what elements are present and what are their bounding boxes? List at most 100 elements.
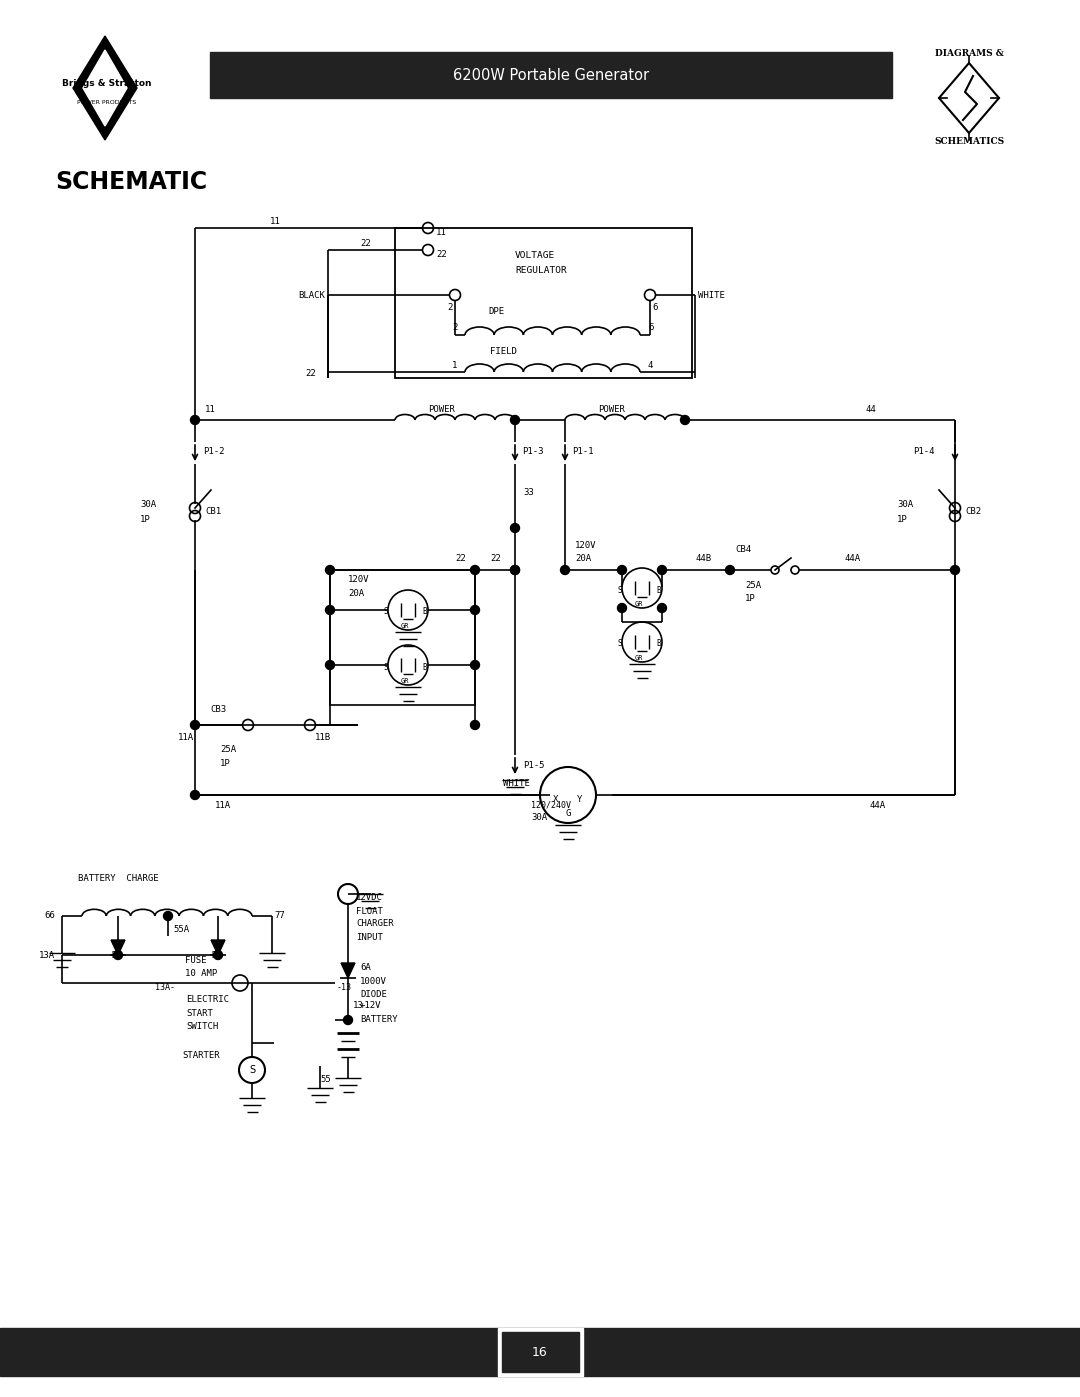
Text: 44B: 44B — [696, 553, 711, 563]
Text: 33: 33 — [523, 488, 534, 496]
Circle shape — [511, 415, 519, 425]
Text: CHARGER: CHARGER — [356, 919, 393, 929]
Text: DPE: DPE — [488, 307, 504, 317]
Text: 11: 11 — [436, 228, 447, 236]
Text: SWITCH: SWITCH — [186, 1021, 218, 1031]
Text: 25A: 25A — [745, 581, 761, 590]
Text: 6200W Portable Generator: 6200W Portable Generator — [453, 67, 649, 82]
Circle shape — [511, 566, 519, 574]
Text: 1P: 1P — [745, 594, 756, 602]
Text: B: B — [422, 608, 427, 616]
Text: 11B: 11B — [315, 732, 332, 742]
Text: 2: 2 — [447, 303, 453, 312]
Text: POWER PRODUCTS: POWER PRODUCTS — [78, 99, 137, 105]
Text: GR: GR — [401, 623, 409, 629]
Text: B: B — [656, 585, 661, 595]
Text: 1000V: 1000V — [360, 977, 387, 985]
Text: P1-1: P1-1 — [572, 447, 594, 457]
Circle shape — [190, 415, 200, 425]
Circle shape — [214, 950, 222, 960]
Text: CB4: CB4 — [735, 545, 751, 555]
Text: P1-3: P1-3 — [522, 447, 543, 457]
Text: DIODE: DIODE — [360, 989, 387, 999]
Text: 55A: 55A — [173, 925, 189, 935]
Text: WHITE: WHITE — [698, 291, 725, 299]
Text: INPUT: INPUT — [356, 933, 383, 942]
Text: BLACK: BLACK — [298, 291, 325, 299]
Text: P1-2: P1-2 — [203, 447, 225, 457]
Text: ELECTRIC: ELECTRIC — [186, 996, 229, 1004]
Text: 1: 1 — [453, 360, 457, 369]
Circle shape — [950, 566, 959, 574]
Text: Briggs & Stratton: Briggs & Stratton — [63, 80, 152, 88]
Text: B: B — [422, 662, 427, 672]
Text: 120V: 120V — [348, 576, 369, 584]
Text: 30A: 30A — [897, 500, 913, 509]
Text: 120/240V: 120/240V — [531, 800, 571, 809]
Polygon shape — [73, 36, 137, 140]
Text: GR: GR — [635, 655, 644, 661]
Bar — [210, 52, 892, 98]
Text: 11A: 11A — [178, 732, 194, 742]
Text: VOLTAGE: VOLTAGE — [515, 250, 555, 260]
Text: STARTER: STARTER — [183, 1052, 219, 1060]
Text: BATTERY  CHARGE: BATTERY CHARGE — [78, 873, 159, 883]
Circle shape — [511, 566, 519, 574]
Bar — [0, 1329, 1080, 1376]
Circle shape — [471, 566, 480, 574]
Text: S: S — [618, 640, 623, 648]
Text: 13A-: 13A- — [156, 983, 175, 992]
Text: 6A: 6A — [360, 964, 370, 972]
Text: 6: 6 — [648, 324, 653, 332]
Polygon shape — [83, 50, 127, 126]
Circle shape — [471, 605, 480, 615]
Circle shape — [113, 950, 122, 960]
Text: P1-5: P1-5 — [523, 761, 544, 771]
Circle shape — [163, 911, 173, 921]
Polygon shape — [111, 940, 125, 956]
Text: S: S — [618, 585, 623, 595]
Text: WHITE: WHITE — [503, 778, 530, 788]
Circle shape — [325, 605, 335, 615]
Text: 4: 4 — [648, 360, 653, 369]
Circle shape — [471, 661, 480, 669]
Text: DIAGRAMS &: DIAGRAMS & — [934, 49, 1003, 57]
Text: 10 AMP: 10 AMP — [185, 968, 217, 978]
Text: 120V: 120V — [575, 541, 596, 549]
Text: 2: 2 — [453, 324, 457, 332]
Text: S: S — [384, 608, 389, 616]
Text: 22: 22 — [455, 553, 465, 563]
Text: D3: D3 — [212, 951, 220, 961]
Bar — [501, 1331, 579, 1372]
Text: 44A: 44A — [870, 800, 886, 809]
Circle shape — [658, 604, 666, 612]
Text: 11: 11 — [205, 405, 216, 415]
Text: SCHEMATIC: SCHEMATIC — [55, 170, 207, 194]
Text: 13: 13 — [353, 1002, 364, 1010]
Text: S: S — [384, 662, 389, 672]
Text: CB3: CB3 — [210, 705, 226, 714]
Text: 30A: 30A — [531, 813, 548, 823]
Text: 25A: 25A — [220, 746, 237, 754]
Text: 6: 6 — [652, 303, 658, 312]
Text: FUSE: FUSE — [185, 956, 206, 964]
Circle shape — [325, 566, 335, 574]
Text: 22: 22 — [490, 553, 501, 563]
Text: -13: -13 — [337, 983, 352, 992]
Text: CB2: CB2 — [966, 507, 981, 517]
Circle shape — [511, 524, 519, 532]
Text: 44: 44 — [865, 405, 876, 415]
Circle shape — [726, 566, 734, 574]
Text: POWER: POWER — [598, 405, 625, 415]
Text: 12VDC: 12VDC — [356, 894, 383, 902]
Text: 77: 77 — [274, 911, 285, 921]
Circle shape — [561, 566, 569, 574]
Text: 1P: 1P — [897, 514, 908, 524]
Circle shape — [325, 661, 335, 669]
Bar — [330, 570, 475, 705]
Text: X: X — [553, 795, 558, 805]
Text: CB1: CB1 — [205, 507, 221, 517]
Text: 11: 11 — [270, 217, 281, 225]
Text: P1-4: P1-4 — [913, 447, 934, 457]
Bar — [498, 1329, 582, 1376]
